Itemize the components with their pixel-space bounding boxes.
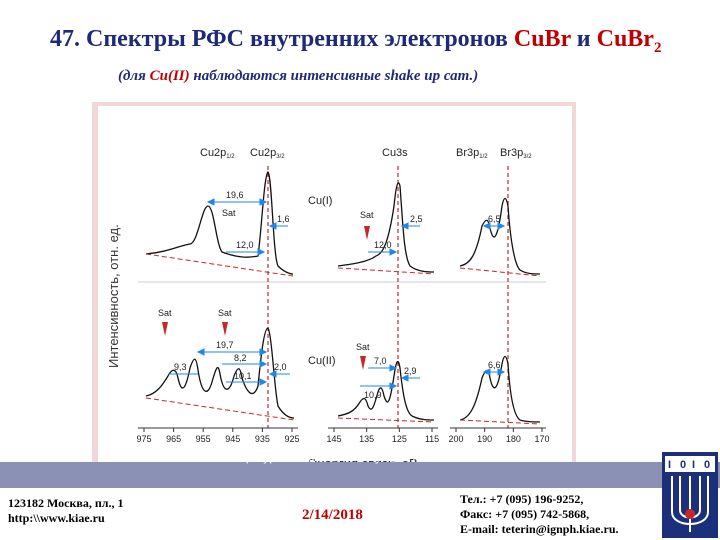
ticks-br3p: 200 190 180 170 [448,428,550,444]
subtitle-post: наблюдаются интенсивные shake up сат.) [193,68,479,84]
footer-area [0,488,720,540]
row-label-cu1: Cu(I) [308,195,332,207]
x-tick-label: 965 [166,434,181,444]
spectrum-br3p-cu1 [459,197,541,275]
annotations-top [206,198,506,256]
baseline-cu3s-cu2 [337,417,435,423]
baseline-cu2p-cu1 [145,253,294,277]
anno-9-3: 9,3 [174,362,187,372]
anno-10-9: 10,9 [364,390,382,400]
anno-sat-2: Sat [360,210,374,220]
sat-marker-top-cu3s [364,226,370,240]
anno-19-7: 19,7 [216,340,234,350]
sat-marker-c [360,356,366,370]
title-text: Спектры РФС внутренних электронов [86,26,508,52]
anno-2-9: 2,9 [404,366,417,376]
logo-letter-3: I [692,459,695,471]
title-cubr: CuBr [513,26,571,52]
panel-title-cu2p12: Cu2p1/2 [200,147,235,160]
website-link[interactable]: http:\\www.kiae.ru [8,511,105,525]
anno-sat-a: Sat [158,308,172,318]
footer-band [0,462,720,488]
subtitle-cu: Cu(II) [149,68,190,84]
institute-logo: I 0 I 0 [662,452,718,538]
x-tick-label: 200 [448,434,463,444]
anno-sat-1: Sat [222,208,236,218]
x-tick-label: 925 [284,434,299,444]
x-tick-label: 115 [425,434,439,444]
x-tick-label: 170 [534,434,549,444]
title-and: и [576,26,591,52]
footer-contact: Тел.: +7 (095) 196-9252, Факс: +7 (095) … [460,492,619,537]
baseline-br3p-cu1 [459,267,541,277]
anno-sat-c: Sat [356,342,370,352]
spectrum-cu3s-cu1 [337,182,435,273]
logo-letter-1: I [668,459,671,471]
y-axis-label: Интенсивность, отн. ед. [106,224,121,368]
anno-19-6: 19,6 [226,190,244,200]
title-cubr2: CuBr2 [596,26,662,56]
anno-12-0-a: 12,0 [236,240,254,250]
anno-10-1: 10,1 [234,371,252,381]
x-tick-label: 190 [477,434,492,444]
spectrum-br3p-cu2 [459,355,541,423]
fax: Факс: +7 (095) 742-5868, [460,507,590,521]
slide-number: 47. [50,26,80,52]
baseline-br3p-cu2 [459,419,541,425]
anno-2-0: 2,0 [274,362,287,372]
address-line: 123182 Москва, пл., 1 [8,496,124,510]
baseline-cu3s-cu1 [337,267,435,275]
xps-spectra-figure: Интенсивность, отн. ед. Cu2p1/2 Cu2p3/2 … [98,106,572,482]
sat-marker-a [162,322,168,336]
x-tick-label: 180 [506,434,521,444]
panel-title-cu3s: Cu3s [382,147,408,159]
subtitle-pre: (для [118,68,146,84]
slide-title: 47. Спектры РФС внутренних электронов Cu… [50,26,710,57]
logo-letter-2: 0 [680,459,686,471]
panel-title-br3p32: Br3p3/2 [500,147,532,160]
x-tick-label: 145 [326,434,341,444]
panel-title-cu2p32: Cu2p3/2 [250,147,285,160]
anno-7-0: 7,0 [374,356,387,366]
spectrum-cu3s-cu2 [337,360,435,421]
anno-6-5: 6,5 [488,214,501,224]
x-tick-label: 945 [225,434,240,444]
footer-institute: РНЦ "Курчатовский институт", ЛИС O-57 [222,450,456,464]
anno-12-0-b: 12,0 [374,240,392,250]
ticks-cu2p: 975 965 955 945 935 925 [136,428,300,444]
slide-date: 2/14/2018 [302,507,363,523]
x-tick-label: 955 [196,434,211,444]
annotations-bottom [168,348,506,390]
phone: Тел.: +7 (095) 196-9252, [460,492,584,506]
slide-subtitle: (для Cu(II) наблюдаются интенсивные shak… [118,68,478,85]
sat-marker-b [222,322,228,336]
anno-2-5: 2,5 [410,214,423,224]
plot-background [98,106,572,482]
email-link[interactable]: E-mail: teterin@ignph.kiae.ru. [460,522,619,536]
ticks-cu3s: 145 135 125 115 [326,428,439,444]
panel-title-br3p12: Br3p1/2 [456,147,488,160]
logo-letter-4: 0 [704,459,710,471]
x-tick-label: 135 [359,434,374,444]
anno-6-6: 6,6 [488,360,501,370]
spectrum-cu2p-cu1 [145,171,294,275]
baseline-cu2p-cu2 [145,397,295,421]
anno-1-6: 1,6 [277,214,290,224]
footer-address: 123182 Москва, пл., 1 http:\\www.kiae.ru [8,496,124,526]
anno-sat-b: Sat [218,308,232,318]
x-tick-label: 125 [392,434,407,444]
row-label-cu2: Cu(II) [308,355,336,367]
anno-8-2: 8,2 [234,353,247,363]
spectrum-cu2p-cu2 [145,327,295,419]
x-tick-label: 935 [255,434,270,444]
x-tick-label: 975 [136,434,151,444]
